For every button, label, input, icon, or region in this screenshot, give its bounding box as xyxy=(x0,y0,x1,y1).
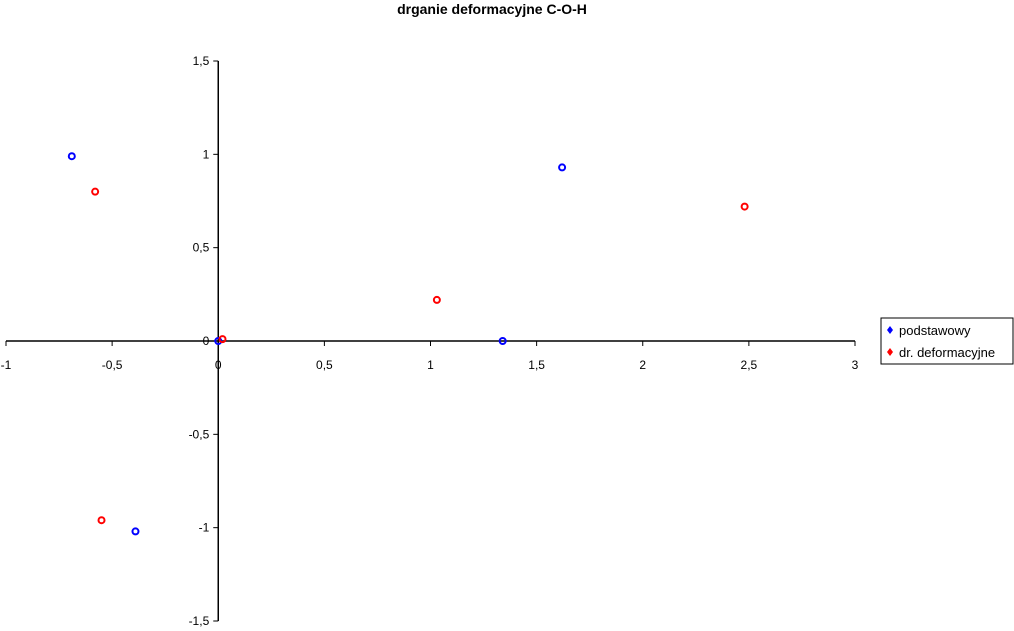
x-tick-label: -1 xyxy=(1,358,12,372)
tick-labels: -1 -0,5 0 0,5 1 1,5 2 2,5 3 1,5 1 0,5 0 -0,5 -1 -1,5 xyxy=(1,54,859,628)
x-tick-label: 1,5 xyxy=(528,358,545,372)
y-tick-label: 1,5 xyxy=(193,54,210,68)
scatter-point xyxy=(91,187,100,196)
scatter-point xyxy=(432,295,441,304)
x-tick-label: 2 xyxy=(639,358,646,372)
y-tick-label: 0 xyxy=(203,334,210,348)
y-tick-label: 1 xyxy=(203,147,210,161)
tick-marks xyxy=(5,60,856,622)
legend-label: podstawowy xyxy=(899,323,971,338)
y-tick-label: 0,5 xyxy=(193,241,210,255)
legend-marker xyxy=(887,348,893,356)
x-tick-label: 1 xyxy=(427,358,434,372)
scatter-point xyxy=(498,337,507,345)
scatter-point xyxy=(67,152,76,161)
scatter-point xyxy=(218,335,227,344)
y-tick-label: -0,5 xyxy=(189,427,210,441)
data-points xyxy=(67,152,749,536)
scatter-point xyxy=(97,516,106,525)
x-tick-label: 0 xyxy=(215,358,222,372)
legend-label: dr. deformacyjne xyxy=(899,345,995,360)
x-tick-label: 2,5 xyxy=(741,358,758,372)
y-tick-label: -1 xyxy=(199,521,210,535)
chart-title: drganie deformacyjne C-O-H xyxy=(397,1,587,17)
x-tick-label: -0,5 xyxy=(102,358,123,372)
scatter-point xyxy=(558,163,567,172)
y-tick-label: -1,5 xyxy=(189,614,210,628)
scatter-point xyxy=(740,202,749,211)
scatter-point xyxy=(131,527,140,536)
legend-box xyxy=(880,317,1014,365)
x-tick-label: 3 xyxy=(852,358,859,372)
legend: podstawowy dr. deformacyjne xyxy=(880,317,1014,365)
legend-marker xyxy=(887,326,893,334)
x-tick-label: 0,5 xyxy=(316,358,333,372)
